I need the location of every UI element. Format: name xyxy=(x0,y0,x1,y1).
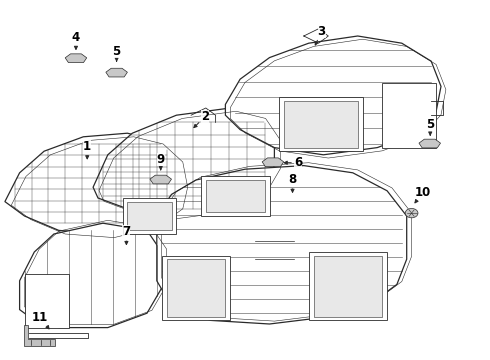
Text: 4: 4 xyxy=(72,31,80,49)
Text: 9: 9 xyxy=(157,153,165,170)
Polygon shape xyxy=(93,108,274,216)
Polygon shape xyxy=(5,133,181,234)
Bar xyxy=(284,101,358,148)
Polygon shape xyxy=(225,36,441,155)
Circle shape xyxy=(405,208,418,218)
Polygon shape xyxy=(106,68,127,77)
Bar xyxy=(201,176,270,216)
Bar xyxy=(122,198,176,234)
Bar xyxy=(127,202,172,230)
Polygon shape xyxy=(157,166,407,324)
Polygon shape xyxy=(150,175,172,184)
Polygon shape xyxy=(65,54,87,63)
Bar xyxy=(167,259,225,317)
Text: 8: 8 xyxy=(289,173,296,192)
Bar xyxy=(314,256,382,317)
Bar xyxy=(382,83,436,148)
Text: 11: 11 xyxy=(32,311,49,329)
Bar xyxy=(279,97,363,151)
Text: 10: 10 xyxy=(415,186,431,203)
Text: 5: 5 xyxy=(426,118,434,135)
Polygon shape xyxy=(262,158,284,167)
Text: 5: 5 xyxy=(113,45,121,61)
Text: 6: 6 xyxy=(284,156,302,169)
Polygon shape xyxy=(20,223,162,328)
Text: 1: 1 xyxy=(83,140,91,159)
Bar xyxy=(24,274,69,328)
Polygon shape xyxy=(419,139,441,148)
Bar xyxy=(162,256,230,320)
Text: 3: 3 xyxy=(315,25,326,45)
Bar xyxy=(309,252,387,320)
Text: 7: 7 xyxy=(122,225,130,244)
Text: 2: 2 xyxy=(194,110,209,127)
Bar xyxy=(206,180,265,212)
Polygon shape xyxy=(24,325,55,346)
